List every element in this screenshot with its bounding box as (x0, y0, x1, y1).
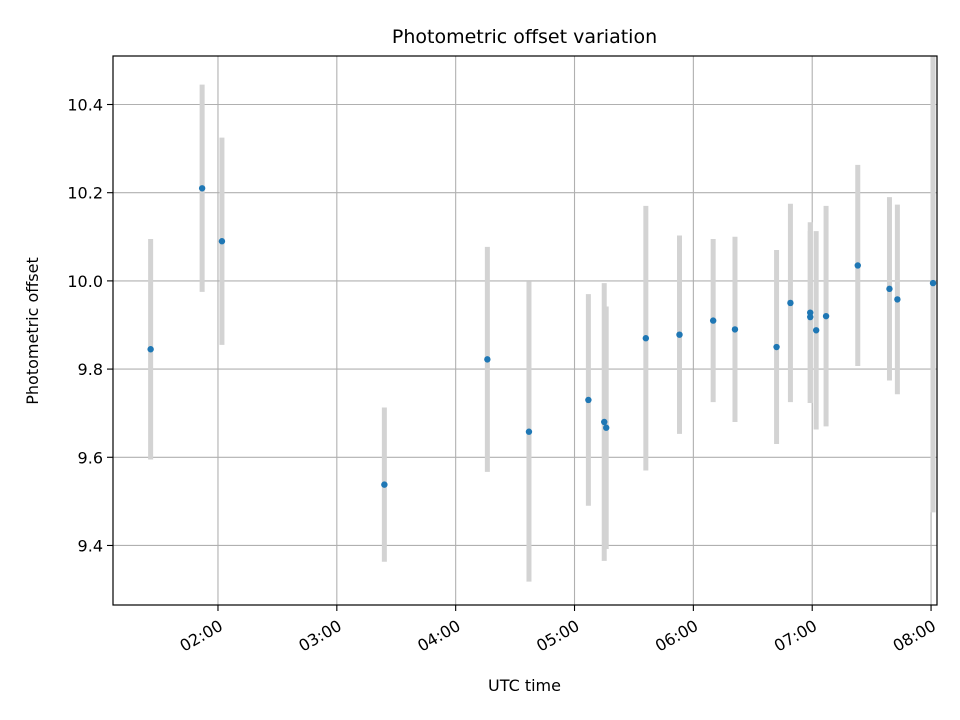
data-point (807, 313, 814, 321)
data-point (709, 317, 717, 324)
data-point (886, 285, 893, 293)
x-tick-label: 03:00 (295, 616, 344, 656)
y-tick-label: 9.8 (78, 360, 103, 379)
x-tick-label: 04:00 (414, 616, 463, 656)
y-tick-label: 9.6 (78, 448, 103, 467)
x-tick-label: 06:00 (652, 616, 701, 656)
x-tick-label: 08:00 (890, 616, 939, 656)
y-axis-ticks: 9.4 9.6 9.8 10.0 10.2 10.4 (67, 96, 113, 555)
y-tick-label: 10.0 (67, 272, 103, 291)
x-tick-label: 07:00 (771, 616, 820, 656)
y-axis-label: Photometric offset (23, 257, 42, 405)
data-point (585, 396, 592, 404)
x-tick-label: 02:00 (177, 616, 226, 656)
error-bars (148, 56, 936, 582)
data-points (147, 185, 937, 488)
data-point (812, 327, 820, 334)
data-point (147, 346, 154, 353)
data-point (787, 299, 794, 307)
x-axis-label: UTC time (488, 676, 561, 695)
x-tick-label: 05:00 (533, 616, 582, 656)
data-point (807, 309, 814, 316)
x-axis-ticks: 02:00 03:00 04:00 05:00 06:00 07:00 08:00 (177, 605, 939, 656)
data-point (773, 343, 780, 351)
data-point (642, 335, 650, 342)
data-point (381, 481, 388, 488)
data-point (822, 312, 830, 320)
y-tick-label: 10.4 (67, 96, 103, 115)
data-point (854, 262, 861, 269)
data-point (484, 356, 491, 363)
chart-title: Photometric offset variation (392, 26, 657, 48)
y-tick-label: 9.4 (78, 536, 103, 555)
data-point (525, 428, 533, 435)
plot-area-frame (112, 55, 938, 606)
data-point (603, 424, 610, 431)
data-point (676, 331, 683, 338)
data-point (218, 238, 226, 245)
data-point (198, 185, 206, 192)
y-tick-label: 10.2 (67, 184, 103, 203)
data-point (601, 418, 608, 426)
data-point (929, 279, 937, 287)
data-point (894, 296, 901, 303)
data-point (731, 326, 739, 333)
